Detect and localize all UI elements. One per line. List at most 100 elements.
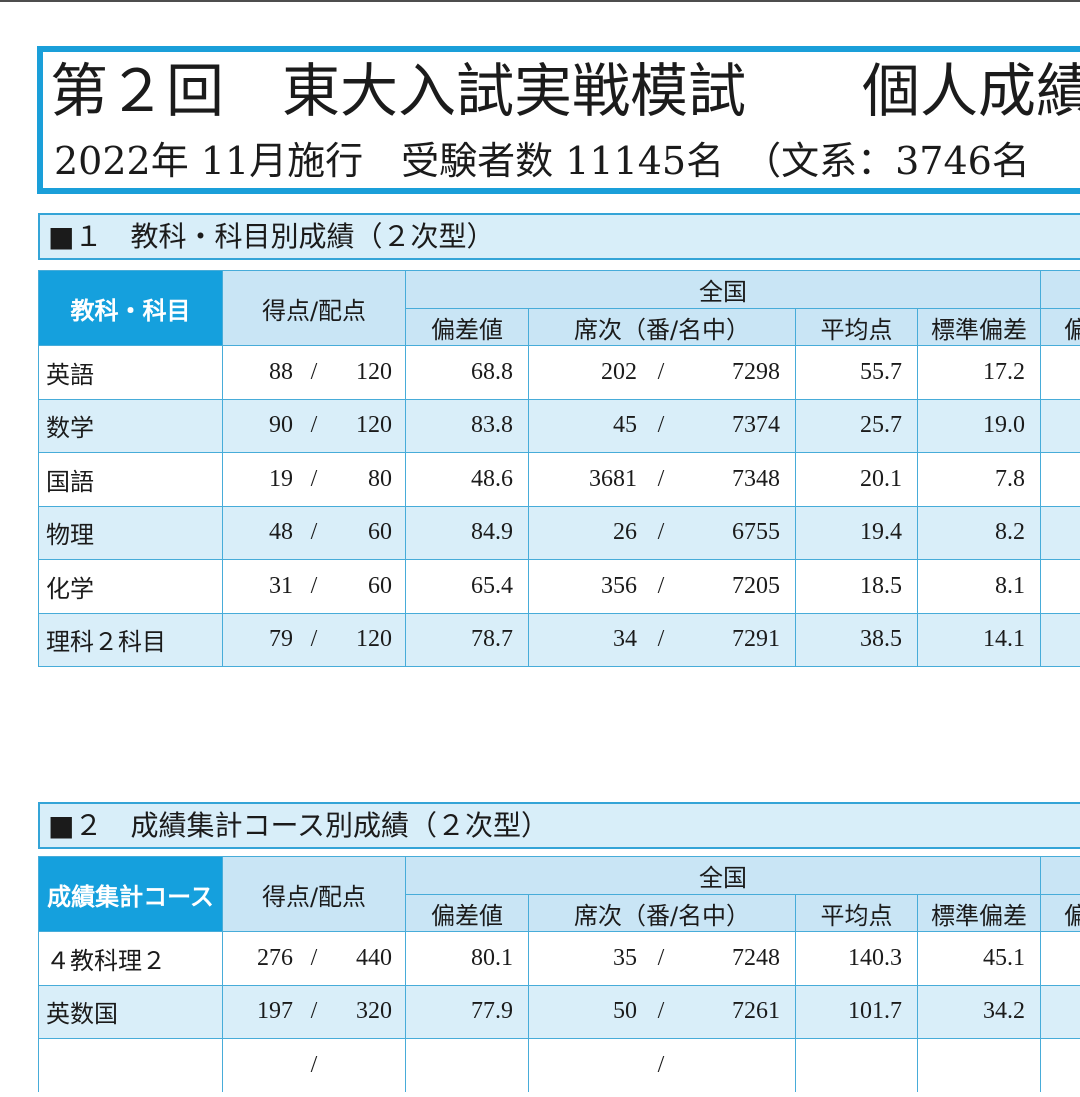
subject-score-table: 教科・科目 得点/配点 全国 偏差値 席次（番/名中） 平均点 標準偏差 偏 英… bbox=[38, 270, 1080, 667]
column-header-rank: 席次（番/名中） bbox=[528, 308, 796, 346]
rank-pair: 34 / 7291 bbox=[530, 626, 795, 653]
rank-cell: 45 / 7374 bbox=[528, 398, 796, 453]
std-dev-cell: 45.1 bbox=[917, 931, 1041, 986]
score-pair: / bbox=[224, 1052, 405, 1079]
score-cell: 19 / 80 bbox=[222, 452, 406, 507]
column-header-deviation: 偏差値 bbox=[405, 308, 529, 346]
rank-pair: 26 / 6755 bbox=[530, 519, 795, 546]
std-dev-cell: 7.8 bbox=[917, 452, 1041, 507]
table-row: 化学 31 / 60 65.4 356 / 7205 18.5 8.1 bbox=[38, 559, 1080, 614]
examinee-count-value: 7291 bbox=[732, 626, 780, 653]
column-group-national: 全国 bbox=[405, 856, 1041, 895]
score-pair: 88 / 120 bbox=[224, 358, 405, 386]
column-header-average: 平均点 bbox=[795, 308, 918, 346]
column-header-std-dev: 標準偏差 bbox=[917, 308, 1041, 346]
deviation-cell: 78.7 bbox=[405, 612, 529, 667]
score-value: 197 bbox=[257, 998, 293, 1025]
std-dev-cell: 14.1 bbox=[917, 612, 1041, 667]
report-subtitle: 2022年 11月施行 受験者数 11145名 （文系：3746名 bbox=[54, 140, 1030, 182]
rank-cell: 50 / 7261 bbox=[528, 984, 796, 1039]
score-cell: 90 / 120 bbox=[222, 398, 406, 453]
score-separator: / bbox=[310, 626, 318, 653]
std-dev-cell bbox=[917, 1038, 1041, 1092]
score-value: 19 bbox=[269, 465, 293, 492]
score-cell: 48 / 60 bbox=[222, 505, 406, 560]
score-value: 88 bbox=[269, 358, 293, 385]
score-separator: / bbox=[310, 358, 318, 385]
table-row: 理科２科目 79 / 120 78.7 34 / 7291 38.5 14.1 bbox=[38, 612, 1080, 667]
table-subheader-row: 偏差値 席次（番/名中） 平均点 標準偏差 偏 bbox=[39, 894, 1080, 932]
rank-cell: 356 / 7205 bbox=[528, 559, 796, 614]
score-cell: / bbox=[222, 1038, 406, 1092]
column-group-partial bbox=[1040, 270, 1080, 309]
rank-separator: / bbox=[657, 412, 665, 439]
average-cell: 20.1 bbox=[795, 452, 918, 507]
average-cell: 25.7 bbox=[795, 398, 918, 453]
score-pair: 197 / 320 bbox=[224, 998, 405, 1025]
score-separator: / bbox=[310, 412, 318, 439]
max-score-value: 120 bbox=[356, 412, 392, 439]
column-header-average: 平均点 bbox=[795, 894, 918, 932]
rank-cell: 202 / 7298 bbox=[528, 345, 796, 400]
score-pair: 79 / 120 bbox=[224, 626, 405, 653]
column-header-score: 得点/配点 bbox=[222, 270, 406, 346]
examinee-count-value: 7248 bbox=[732, 944, 780, 971]
score-separator: / bbox=[310, 572, 318, 599]
max-score-value: 60 bbox=[368, 572, 392, 599]
average-cell: 101.7 bbox=[795, 984, 918, 1039]
max-score-value: 80 bbox=[368, 465, 392, 492]
max-score-value: 320 bbox=[356, 998, 392, 1025]
std-dev-cell: 19.0 bbox=[917, 398, 1041, 453]
std-dev-cell: 8.2 bbox=[917, 505, 1041, 560]
table-row: / / bbox=[38, 1038, 1080, 1092]
deviation-cell: 68.8 bbox=[405, 345, 529, 400]
score-pair: 31 / 60 bbox=[224, 572, 405, 600]
table-row: 英語 88 / 120 68.8 202 / 7298 55.7 17.2 bbox=[38, 345, 1080, 400]
table-header: 成績集計コース 得点/配点 全国 偏差値 席次（番/名中） 平均点 標準偏差 偏 bbox=[38, 856, 1080, 932]
rank-value: 356 bbox=[601, 572, 637, 599]
score-separator: / bbox=[310, 465, 318, 492]
partial-cell bbox=[1040, 984, 1080, 1039]
row-label-cell: 物理 bbox=[38, 505, 223, 560]
max-score-value: 120 bbox=[356, 358, 392, 385]
score-separator: / bbox=[310, 944, 318, 971]
rank-value: 3681 bbox=[589, 465, 637, 492]
partial-cell bbox=[1040, 505, 1080, 560]
score-cell: 88 / 120 bbox=[222, 345, 406, 400]
column-group-partial bbox=[1040, 856, 1080, 895]
top-edge-line bbox=[0, 0, 1080, 2]
score-pair: 48 / 60 bbox=[224, 519, 405, 546]
report-title: 第２回 東大入試実戦模試 個人成績 bbox=[50, 57, 1080, 125]
table-header: 教科・科目 得点/配点 全国 偏差値 席次（番/名中） 平均点 標準偏差 偏 bbox=[38, 270, 1080, 346]
table-row: 英数国 197 / 320 77.9 50 / 7261 101.7 34.2 bbox=[38, 984, 1080, 1039]
rank-value: 34 bbox=[613, 626, 637, 653]
column-header-rank: 席次（番/名中） bbox=[528, 894, 796, 932]
row-label-cell: 英数国 bbox=[38, 984, 223, 1039]
rank-cell: / bbox=[528, 1038, 796, 1092]
rank-separator: / bbox=[657, 572, 665, 599]
score-pair: 19 / 80 bbox=[224, 465, 405, 493]
examinee-count-value: 6755 bbox=[732, 519, 780, 546]
rank-separator: / bbox=[657, 358, 665, 385]
table-body: ４教科理２ 276 / 440 80.1 35 / 7248 140.3 45.… bbox=[38, 931, 1080, 1092]
examinee-count-value: 7348 bbox=[732, 465, 780, 492]
rank-cell: 26 / 6755 bbox=[528, 505, 796, 560]
rank-pair: 50 / 7261 bbox=[530, 998, 795, 1025]
score-value: 48 bbox=[269, 519, 293, 546]
table-row: 数学 90 / 120 83.8 45 / 7374 25.7 19.0 bbox=[38, 398, 1080, 453]
rank-value: 202 bbox=[601, 358, 637, 385]
partial-cell bbox=[1040, 559, 1080, 614]
deviation-cell: 80.1 bbox=[405, 931, 529, 986]
partial-cell bbox=[1040, 1038, 1080, 1092]
rank-pair: 202 / 7298 bbox=[530, 358, 795, 386]
rank-pair: 356 / 7205 bbox=[530, 572, 795, 600]
score-separator: / bbox=[310, 1052, 318, 1078]
score-cell: 31 / 60 bbox=[222, 559, 406, 614]
partial-cell bbox=[1040, 345, 1080, 400]
max-score-value: 60 bbox=[368, 519, 392, 546]
max-score-value: 440 bbox=[356, 944, 392, 971]
average-cell bbox=[795, 1038, 918, 1092]
average-cell: 19.4 bbox=[795, 505, 918, 560]
column-header-label: 成績集計コース bbox=[38, 856, 223, 932]
rank-cell: 34 / 7291 bbox=[528, 612, 796, 667]
